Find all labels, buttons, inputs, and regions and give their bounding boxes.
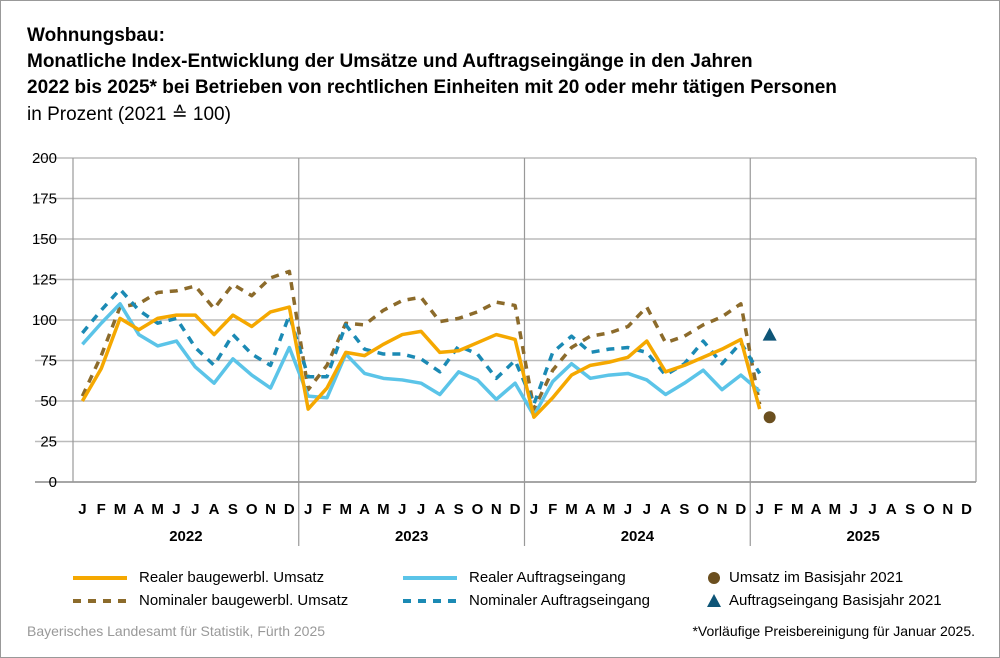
x-tick-label: A [585, 501, 596, 518]
series-line-0 [80, 305, 762, 419]
x-tick-label: A [660, 501, 671, 518]
x-tick-label: J [78, 501, 86, 518]
footnote-text: *Vorläufige Preisbereinigung für Januar … [692, 623, 975, 639]
marker-auftrag-basis [762, 327, 777, 341]
year-label: 2022 [169, 528, 202, 545]
chart-subtitle-2: 2022 bis 2025* bei Betrieben von rechtli… [27, 77, 837, 98]
series-line-2 [81, 302, 761, 418]
x-tick-label: O [472, 501, 484, 518]
x-tick-label: M [565, 501, 578, 518]
y-tick-label: 50 [40, 393, 57, 410]
x-tick-label: A [133, 501, 144, 518]
legend-label: Nominaler baugewerbl. Umsatz [139, 592, 349, 609]
y-tick-label: 150 [32, 231, 57, 248]
y-tick-label: 25 [40, 434, 57, 451]
x-tick-label: A [811, 501, 822, 518]
y-tick-label: 100 [32, 312, 57, 329]
y-tick-label: 175 [32, 191, 57, 208]
x-tick-label: M [791, 501, 804, 518]
x-tick-label: A [359, 501, 370, 518]
source-text: Bayerisches Landesamt für Statistik, Für… [27, 623, 326, 639]
x-tick-label: N [717, 501, 728, 518]
x-tick-label: M [114, 501, 127, 518]
x-tick-label: J [398, 501, 406, 518]
x-tick-label: S [905, 501, 915, 518]
x-tick-label: M [340, 501, 353, 518]
x-tick-label: S [454, 501, 464, 518]
x-tick-label: D [735, 501, 746, 518]
x-tick-label: D [284, 501, 295, 518]
y-tick-label: 75 [40, 353, 57, 370]
x-tick-label: F [322, 501, 331, 518]
x-tick-label: A [209, 501, 220, 518]
y-tick-label: 200 [32, 150, 57, 167]
year-label: 2023 [395, 528, 428, 545]
x-tick-label: F [548, 501, 557, 518]
x-tick-label: S [228, 501, 238, 518]
legend-label: Realer baugewerbl. Umsatz [139, 569, 325, 586]
legend-label: Realer Auftragseingang [469, 569, 626, 586]
legend-circle-icon [708, 572, 720, 584]
x-tick-label: D [510, 501, 521, 518]
x-tick-label: J [850, 501, 858, 518]
chart-subtitle-1: Monatliche Index-Entwicklung der Umsätze… [27, 51, 753, 72]
x-tick-label: J [191, 501, 199, 518]
x-tick-label: N [491, 501, 502, 518]
x-tick-label: F [97, 501, 106, 518]
x-tick-label: M [829, 501, 842, 518]
legend-label: Umsatz im Basisjahr 2021 [729, 569, 904, 586]
x-tick-label: J [624, 501, 632, 518]
x-tick-label: M [603, 501, 616, 518]
x-tick-label: J [868, 501, 876, 518]
marker-umsatz-basis [763, 411, 776, 424]
x-tick-label: J [304, 501, 312, 518]
legend-label: Auftragseingang Basisjahr 2021 [729, 592, 942, 609]
x-tick-label: S [679, 501, 689, 518]
x-tick-label: O [923, 501, 935, 518]
legend-label: Nominaler Auftragseingang [469, 592, 650, 609]
x-tick-label: J [530, 501, 538, 518]
x-tick-label: M [377, 501, 390, 518]
y-tick-label: 125 [32, 272, 57, 289]
x-tick-label: D [961, 501, 972, 518]
x-tick-label: J [172, 501, 180, 518]
x-tick-label: N [942, 501, 953, 518]
x-tick-label: A [434, 501, 445, 518]
chart-unit: in Prozent (2021 ≙ 100) [27, 104, 231, 125]
year-label: 2025 [846, 528, 879, 545]
x-tick-label: J [643, 501, 651, 518]
legend-triangle-icon [707, 594, 721, 607]
x-tick-label: O [697, 501, 709, 518]
x-tick-label: M [151, 501, 164, 518]
x-tick-label: J [755, 501, 763, 518]
year-label: 2024 [621, 528, 655, 545]
chart-title: Wohnungsbau: [27, 25, 165, 46]
y-tick-label: 0 [49, 474, 57, 491]
x-tick-label: N [265, 501, 276, 518]
x-tick-label: A [886, 501, 897, 518]
x-tick-label: F [774, 501, 783, 518]
x-tick-label: J [417, 501, 425, 518]
x-tick-label: O [246, 501, 258, 518]
